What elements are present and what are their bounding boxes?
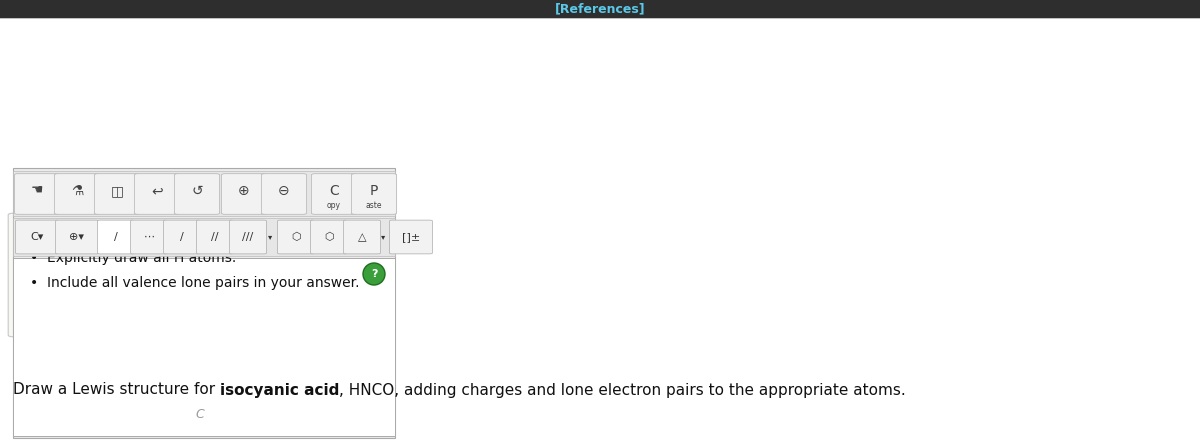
FancyBboxPatch shape bbox=[13, 168, 395, 438]
Text: aste: aste bbox=[366, 201, 383, 209]
Text: [References]: [References] bbox=[554, 3, 646, 15]
Ellipse shape bbox=[364, 263, 385, 285]
FancyBboxPatch shape bbox=[352, 174, 396, 214]
Text: ⊖: ⊖ bbox=[278, 184, 290, 198]
Text: ◫: ◫ bbox=[110, 184, 124, 198]
Text: △: △ bbox=[358, 232, 366, 242]
Text: ⬡: ⬡ bbox=[324, 232, 334, 242]
FancyBboxPatch shape bbox=[229, 220, 266, 254]
FancyBboxPatch shape bbox=[95, 174, 139, 214]
Text: isocyanic acid: isocyanic acid bbox=[220, 382, 340, 397]
FancyBboxPatch shape bbox=[174, 174, 220, 214]
Text: •  Explicitly draw all H atoms.: • Explicitly draw all H atoms. bbox=[30, 251, 236, 265]
Text: C: C bbox=[196, 408, 204, 422]
Text: //: // bbox=[211, 232, 218, 242]
FancyBboxPatch shape bbox=[54, 174, 100, 214]
FancyBboxPatch shape bbox=[163, 220, 200, 254]
Text: /: / bbox=[180, 232, 184, 242]
FancyBboxPatch shape bbox=[13, 171, 395, 216]
FancyBboxPatch shape bbox=[262, 174, 307, 214]
Text: ⊕: ⊕ bbox=[238, 184, 250, 198]
FancyBboxPatch shape bbox=[197, 220, 233, 254]
FancyBboxPatch shape bbox=[134, 174, 180, 214]
Text: C: C bbox=[329, 184, 338, 198]
Text: ↺: ↺ bbox=[191, 184, 203, 198]
Text: C▾: C▾ bbox=[30, 232, 43, 242]
Text: ⊕▾: ⊕▾ bbox=[70, 232, 84, 242]
FancyBboxPatch shape bbox=[343, 220, 380, 254]
FancyBboxPatch shape bbox=[14, 174, 60, 214]
FancyBboxPatch shape bbox=[13, 218, 395, 256]
Text: ⬡: ⬡ bbox=[292, 232, 301, 242]
FancyBboxPatch shape bbox=[390, 220, 432, 254]
Text: ↩: ↩ bbox=[151, 184, 163, 198]
Text: []±: []± bbox=[402, 232, 420, 242]
FancyBboxPatch shape bbox=[13, 258, 395, 436]
FancyBboxPatch shape bbox=[55, 220, 98, 254]
Text: ⚗: ⚗ bbox=[71, 184, 83, 198]
FancyBboxPatch shape bbox=[8, 213, 362, 337]
Text: opy: opy bbox=[326, 201, 341, 209]
FancyBboxPatch shape bbox=[97, 220, 134, 254]
Text: ▾: ▾ bbox=[380, 232, 385, 242]
FancyBboxPatch shape bbox=[16, 220, 59, 254]
Text: P: P bbox=[370, 184, 378, 198]
FancyBboxPatch shape bbox=[222, 174, 266, 214]
FancyBboxPatch shape bbox=[311, 220, 348, 254]
FancyBboxPatch shape bbox=[131, 220, 168, 254]
Text: ▾: ▾ bbox=[268, 232, 272, 242]
Text: Draw a Lewis structure for: Draw a Lewis structure for bbox=[13, 382, 220, 397]
Text: /: / bbox=[114, 232, 118, 242]
Text: ///: /// bbox=[242, 232, 253, 242]
FancyBboxPatch shape bbox=[277, 220, 314, 254]
Text: , HNCO, adding charges and lone electron pairs to the appropriate atoms.: , HNCO, adding charges and lone electron… bbox=[340, 382, 906, 397]
Text: ?: ? bbox=[371, 269, 377, 279]
FancyBboxPatch shape bbox=[312, 174, 356, 214]
Text: ☚: ☚ bbox=[31, 184, 43, 198]
FancyBboxPatch shape bbox=[0, 0, 1200, 18]
Text: •  Include all valence lone pairs in your answer.: • Include all valence lone pairs in your… bbox=[30, 276, 360, 290]
Text: ⋯: ⋯ bbox=[144, 232, 155, 242]
